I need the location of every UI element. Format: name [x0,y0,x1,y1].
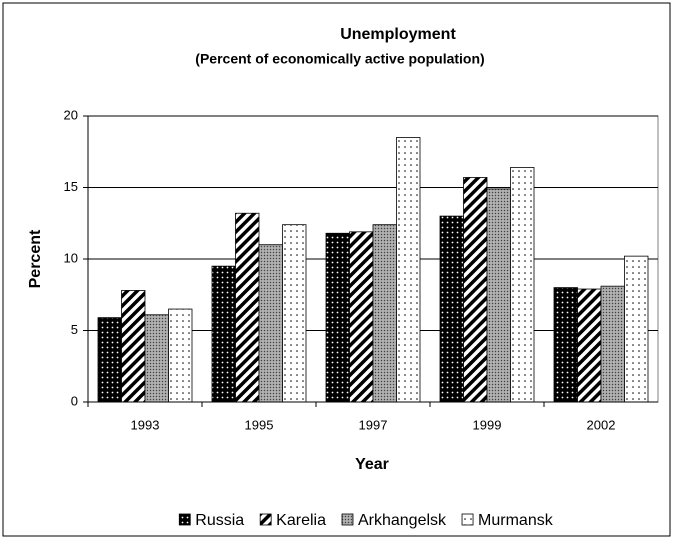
bar [349,231,374,403]
bar [168,308,193,403]
x-tick-label: 1995 [245,417,274,432]
y-tick-label: 20 [64,107,78,122]
bar [577,288,602,403]
x-tick-label: 2002 [587,417,616,432]
y-axis-label: Percent [27,229,44,288]
y-tick-label: 10 [64,250,78,265]
bar [258,244,283,403]
legend-label: Karelia [276,512,326,529]
legend-label: Russia [195,512,244,529]
chart-subtitle: (Percent of economically active populati… [195,51,484,67]
bar [144,314,169,403]
bar [510,167,535,403]
bar [396,137,421,403]
bar [282,224,307,403]
bar [600,285,625,403]
x-tick-label: 1999 [473,417,502,432]
legend-swatch [259,513,272,526]
y-tick-label: 5 [71,322,78,337]
legend-swatch [178,513,191,526]
y-tick-label: 0 [71,393,78,408]
bar [211,265,236,403]
x-tick-label: 1993 [131,417,160,432]
legend-swatch [341,513,354,526]
bar [325,232,350,403]
legend-label: Murmansk [478,512,554,529]
bar [486,188,511,403]
chart-title: Unemployment [340,26,456,43]
bar [463,177,488,403]
x-axis-label: Year [355,456,389,473]
x-tick-label: 1997 [359,417,388,432]
bar [97,317,122,403]
y-tick-label: 15 [64,179,78,194]
legend-swatch [461,513,474,526]
bar [624,255,649,403]
bar [553,287,578,403]
legend-label: Arkhangelsk [358,512,447,529]
bar [121,290,146,403]
bar [235,212,260,403]
bar [439,215,464,403]
bar [372,224,397,403]
